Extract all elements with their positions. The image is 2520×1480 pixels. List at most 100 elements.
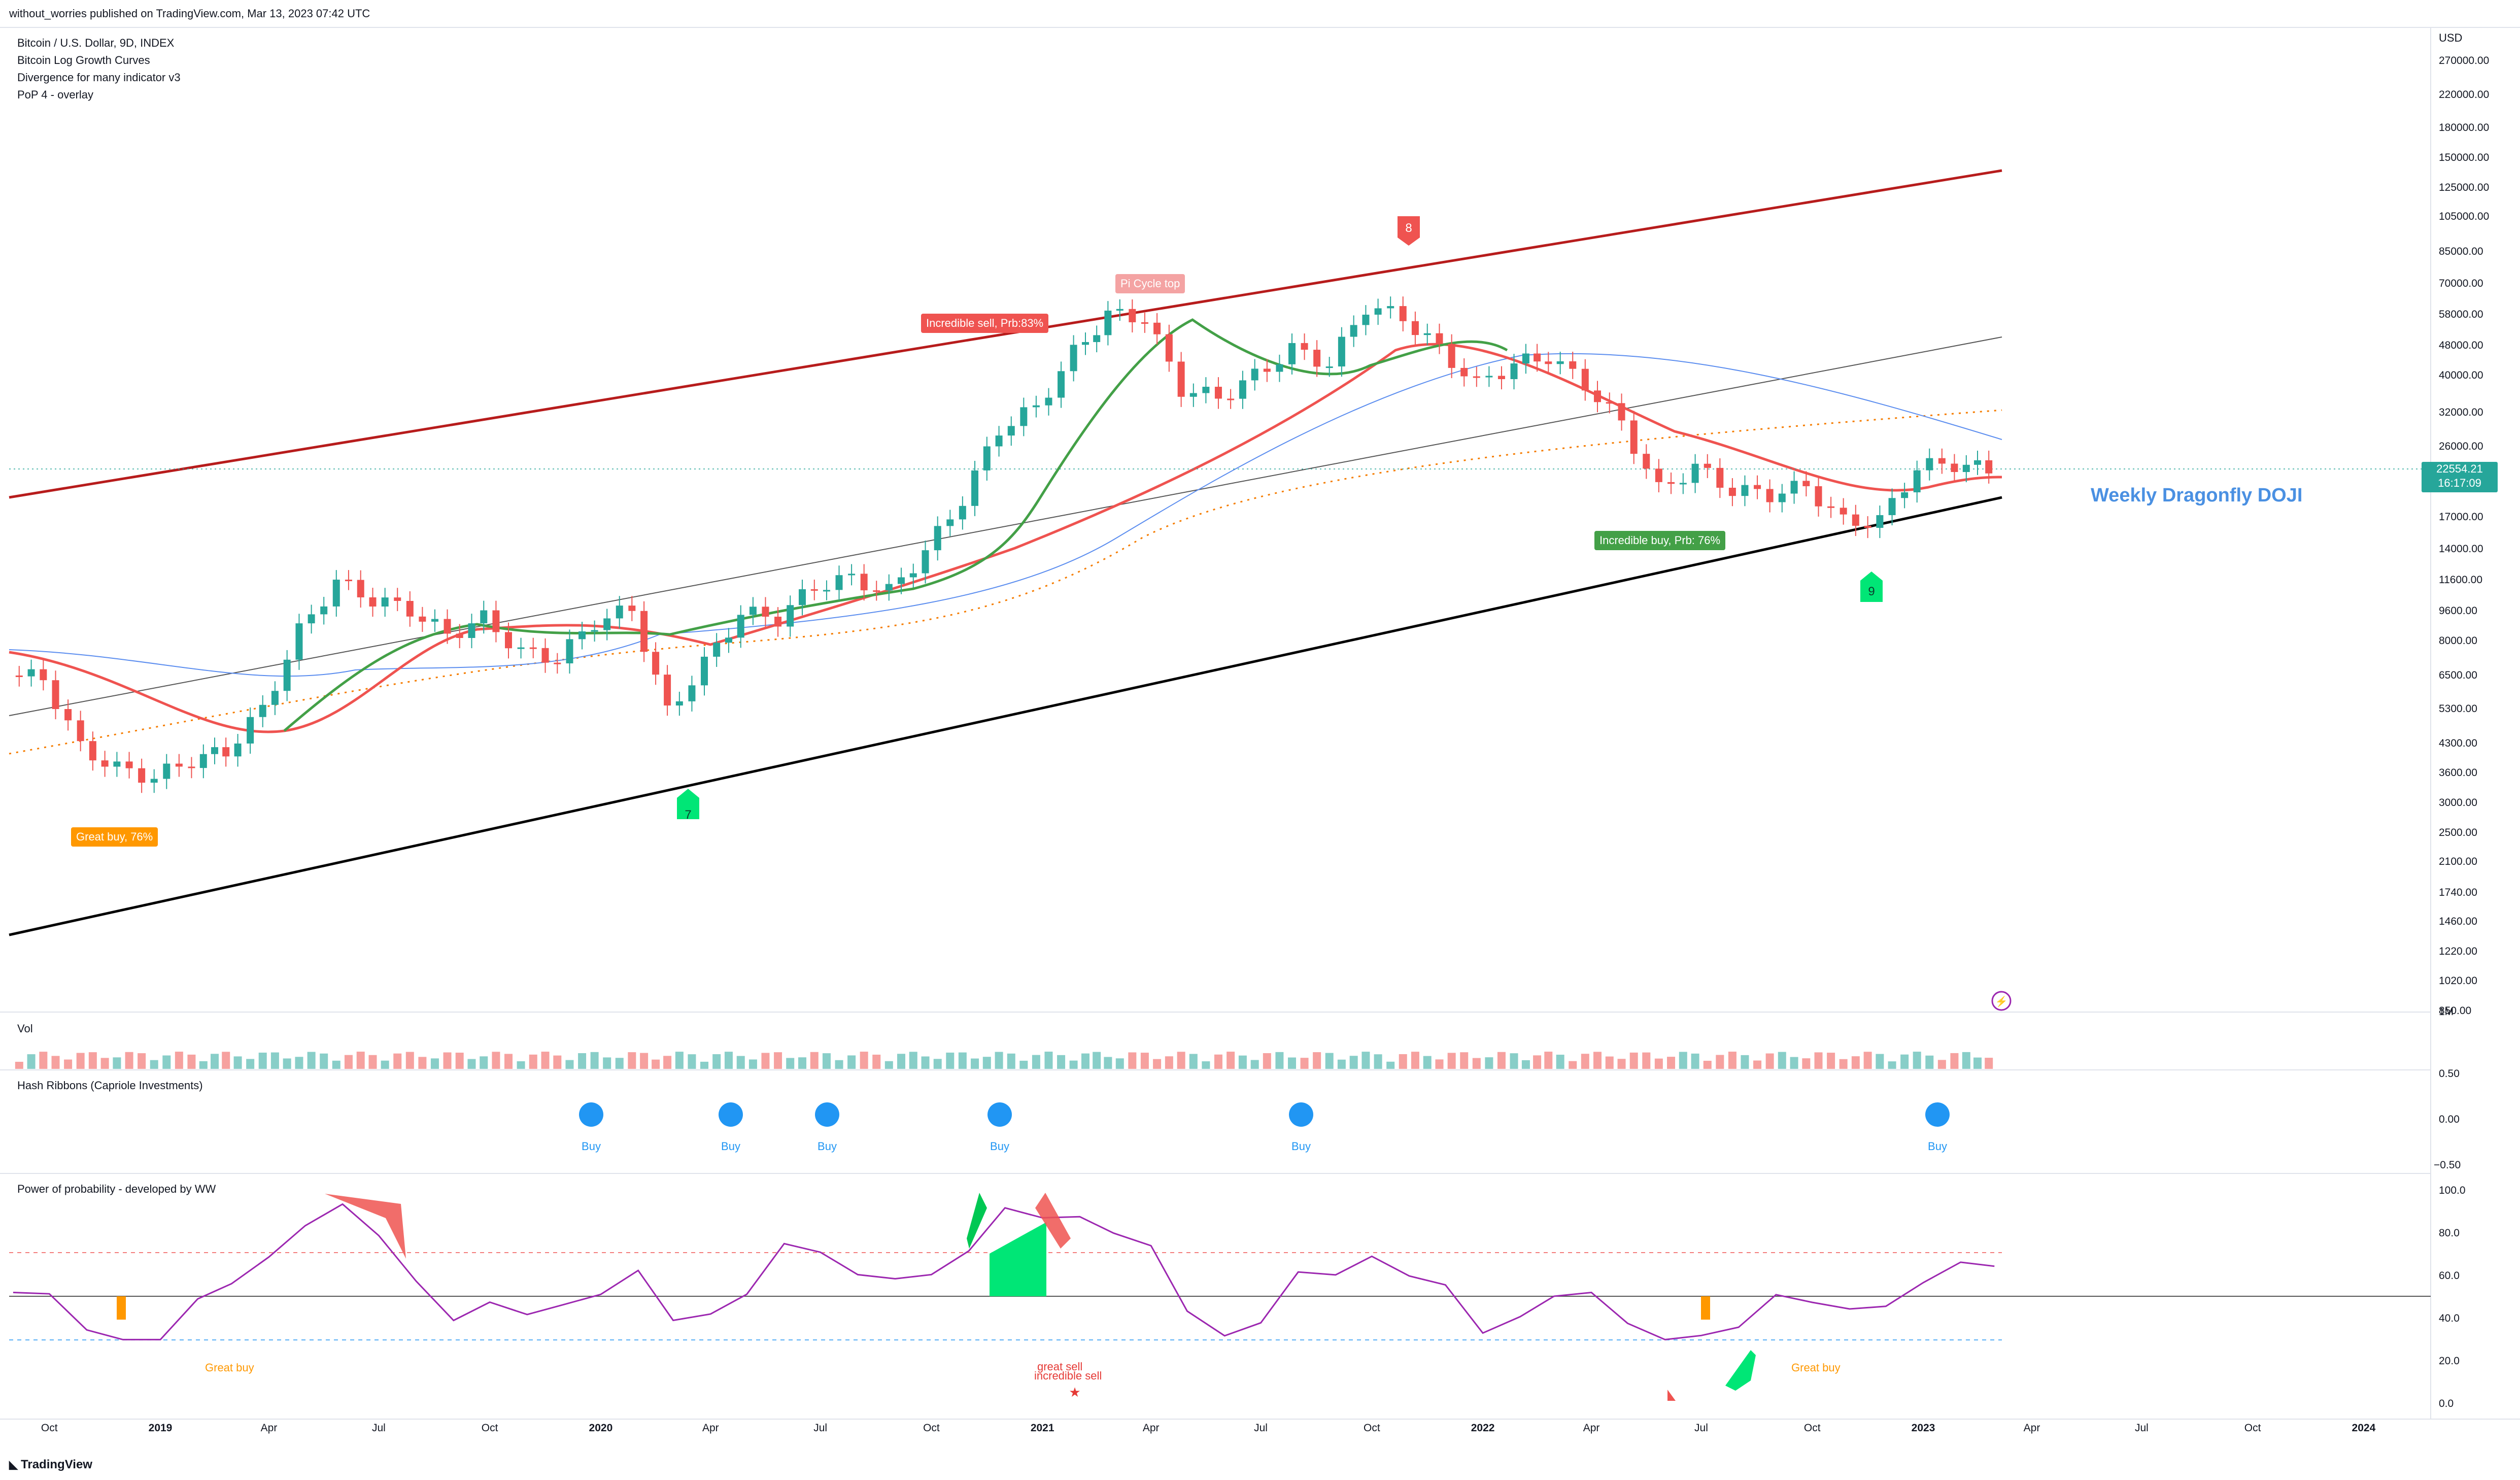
pop-red-shape — [1667, 1390, 1676, 1401]
volume-bar — [921, 1056, 930, 1069]
volume-bar — [1900, 1054, 1909, 1069]
candle-body — [320, 606, 328, 615]
tradingview-logo[interactable]: ◣ TradingView — [9, 1458, 92, 1472]
alert-icon-glyph: ⚡ — [1995, 995, 2008, 1007]
volume-bar — [332, 1060, 340, 1069]
candle-body — [1189, 393, 1197, 397]
legend-line-4[interactable]: PoP 4 - overlay — [17, 88, 94, 101]
volume-bar — [1679, 1052, 1687, 1069]
candle-body — [603, 618, 611, 630]
candle-body — [664, 675, 671, 706]
hash-buy-dot — [579, 1102, 603, 1127]
volume-bar — [258, 1052, 267, 1069]
candles-layer — [15, 296, 1993, 793]
candle-body — [922, 550, 929, 574]
volume-bar — [688, 1054, 696, 1069]
volume-bar — [1057, 1055, 1066, 1069]
volume-bar — [1361, 1052, 1370, 1069]
candle-body — [652, 652, 660, 675]
candle-body — [1020, 407, 1028, 426]
price-tick: 1020.00 — [2439, 974, 2477, 987]
candle-body — [188, 766, 195, 768]
candle-body — [1913, 470, 1921, 493]
price-tick: 9600.00 — [2439, 605, 2477, 617]
candle-body — [1593, 390, 1601, 402]
volume-bar — [27, 1054, 36, 1069]
candle-body — [1606, 402, 1613, 404]
volume-bar — [1691, 1053, 1699, 1069]
price-tick: 40000.00 — [2439, 369, 2483, 382]
candle-body — [1741, 485, 1749, 496]
bar-countdown: 16:17:09 — [2438, 477, 2481, 489]
time-tick: Jul — [1694, 1422, 1708, 1434]
hash-pane-title[interactable]: Hash Ribbons (Capriole Investments) — [17, 1079, 203, 1092]
price-tick: 270000.00 — [2439, 55, 2490, 66]
log-growth-lower-line — [9, 496, 2002, 936]
pop-tick: 60.0 — [2439, 1270, 2460, 1282]
pop-pane-title[interactable]: Power of probability - developed by WW — [17, 1183, 216, 1195]
volume-bar — [933, 1059, 942, 1069]
candle-body — [554, 662, 561, 664]
volume-bar — [1423, 1056, 1432, 1069]
volume-bar — [1349, 1056, 1358, 1069]
volume-bar — [1533, 1055, 1542, 1069]
pop-red-shape — [1035, 1193, 1071, 1249]
candle-body — [40, 669, 47, 681]
volume-bar — [736, 1056, 745, 1069]
candle-body — [1962, 464, 1970, 472]
hash-buy-label: Buy — [1291, 1140, 1311, 1153]
publish-header: without_worries published on TradingView… — [9, 7, 370, 20]
vol-pane-title[interactable]: Vol — [17, 1022, 33, 1035]
current-price-badge: 22554.21 16:17:09 — [2422, 462, 2498, 492]
hash-buy-label: Buy — [582, 1140, 601, 1153]
price-tick: 6500.00 — [2439, 669, 2477, 681]
volume-bar — [1962, 1052, 1970, 1069]
great-buy-label: Great buy, 76% — [71, 827, 158, 847]
candle-body — [163, 763, 171, 779]
candle-body — [468, 623, 475, 638]
pi-cycle-top-label: Pi Cycle top — [1115, 274, 1185, 293]
candle-body — [934, 526, 941, 551]
candle-body — [529, 647, 537, 649]
legend-line-1[interactable]: Bitcoin / U.S. Dollar, 9D, INDEX — [17, 37, 175, 49]
volume-bar — [884, 1061, 893, 1069]
candle-body — [628, 606, 636, 611]
candle-body — [332, 580, 340, 607]
legend-line-2[interactable]: Bitcoin Log Growth Curves — [17, 54, 150, 66]
volume-bar — [971, 1058, 979, 1069]
volume-bar — [270, 1052, 279, 1069]
hash-tick: 0.50 — [2439, 1068, 2460, 1080]
time-tick: Apr — [702, 1422, 719, 1434]
pop-great-buy-label: Great buy — [1791, 1361, 1841, 1374]
volume-bar — [1435, 1059, 1444, 1069]
legend-line-3[interactable]: Divergence for many indicator v3 — [17, 71, 181, 84]
candle-body — [222, 747, 230, 757]
candle-body — [873, 590, 880, 592]
volume-bar — [100, 1058, 109, 1069]
volume-bar — [822, 1053, 831, 1069]
pop-green-shape — [990, 1222, 1046, 1296]
volume-bar — [1593, 1052, 1602, 1069]
candle-body — [406, 600, 414, 617]
volume-bar — [88, 1052, 97, 1069]
candle-body — [1888, 498, 1896, 515]
candle-body — [1350, 325, 1357, 337]
price-tick: 58000.00 — [2439, 308, 2483, 320]
volume-bar — [455, 1053, 464, 1069]
hash-tick: 0.00 — [2439, 1114, 2460, 1125]
time-tick: 2020 — [589, 1422, 613, 1434]
candle-body — [1436, 333, 1443, 344]
volume-bar — [909, 1052, 917, 1069]
marker-9-label: 9 — [1868, 585, 1875, 598]
candle-body — [1951, 463, 1958, 472]
volume-bar — [1153, 1059, 1162, 1069]
candle-body — [848, 574, 856, 576]
pop-tick: 40.0 — [2439, 1313, 2460, 1324]
candle-body — [199, 754, 207, 768]
volume-bar — [1374, 1054, 1382, 1069]
candle-body — [1643, 454, 1650, 469]
volume-bar — [1839, 1059, 1848, 1069]
candle-body — [138, 768, 146, 783]
